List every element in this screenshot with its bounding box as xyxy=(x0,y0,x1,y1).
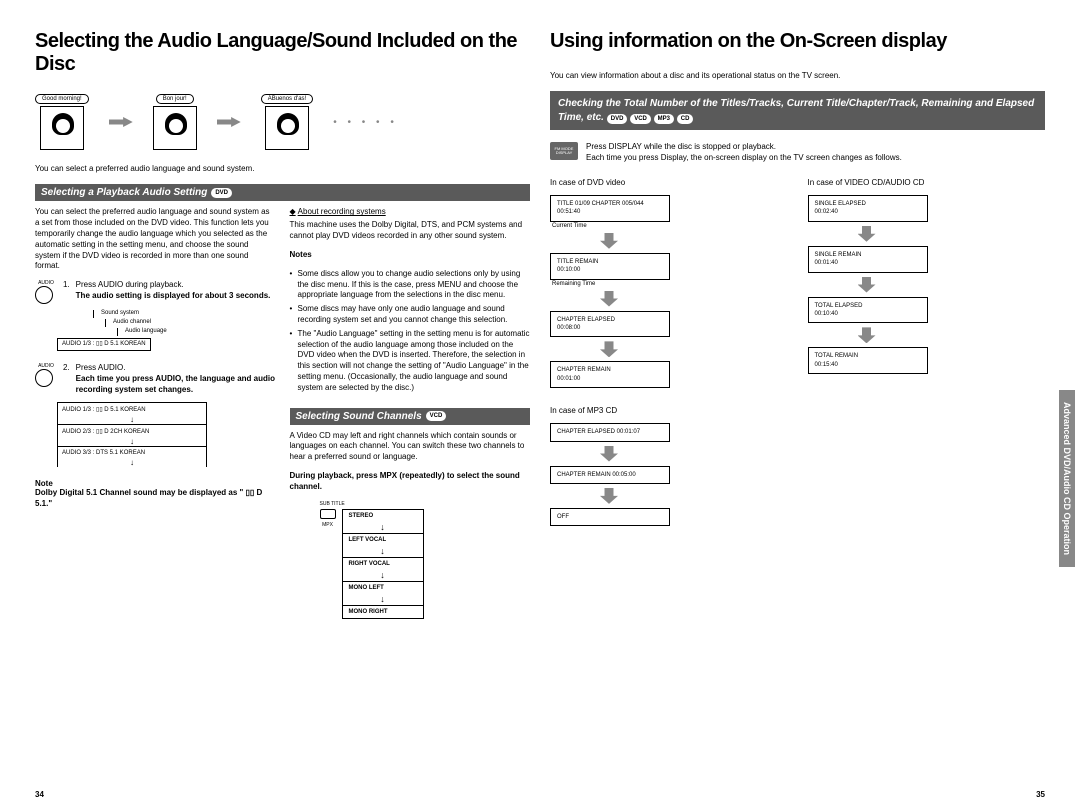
mp3-pill-icon: MP3 xyxy=(654,114,674,124)
mp3-box-2: CHAPTER REMAIN 00:05:00 xyxy=(550,466,670,484)
mp3-box-1: CHAPTER ELAPSED 00:01:07 xyxy=(550,423,670,441)
caption-current-time: Current Time xyxy=(552,223,788,229)
ellipsis-dots: • • • • • xyxy=(333,117,398,128)
step2-bold: Each time you press AUDIO, the language … xyxy=(76,374,275,394)
vcd-pill-icon: VCD xyxy=(426,411,447,421)
down-arrow-icon xyxy=(858,327,876,343)
dvd-box-4: CHAPTER REMAIN00:01:00 xyxy=(550,361,670,388)
speech-illustration: Good morning! Bon jour! ÁBuenos d'as! • … xyxy=(35,94,530,150)
subtitle-label: SUB TITLE xyxy=(320,501,531,507)
step2-text: Press AUDIO. xyxy=(76,363,126,372)
down-arrow-icon xyxy=(600,488,618,504)
dvd-box-3: CHAPTER ELAPSED00:08:00 xyxy=(550,311,670,338)
down-arrow-icon xyxy=(600,446,618,462)
note-bullet-2: Some discs may have only one audio langu… xyxy=(290,304,531,326)
press-line-2: Each time you press Display, the on-scre… xyxy=(586,153,902,164)
right-intro: You can view information about a disc an… xyxy=(550,71,1045,81)
arrow-icon xyxy=(217,117,241,127)
mpx-left-vocal: LEFT VOCAL xyxy=(343,533,423,546)
vcd-pill-icon: VCD xyxy=(630,114,651,124)
mp3-case-title: In case of MP3 CD xyxy=(550,406,788,415)
notes-heading: Notes xyxy=(290,250,312,259)
note-heading: Note xyxy=(35,479,276,488)
side-tab: Advanced DVD/Audio CD Operation xyxy=(1059,390,1075,567)
audio-option-1: AUDIO 1/3 : ▯▯ D 5.1 KOREAN xyxy=(58,402,206,416)
vcd-box-4: TOTAL REMAIN00:15:40 xyxy=(808,347,928,374)
down-arrow-icon xyxy=(858,277,876,293)
caption-remaining-time: Remaining Time xyxy=(552,281,788,287)
vcd-box-3: TOTAL ELAPSED00:10:40 xyxy=(808,297,928,324)
dvd-case-title: In case of DVD video xyxy=(550,178,788,187)
step1-text: Press AUDIO during playback. xyxy=(76,280,184,289)
note-body: Dolby Digital 5.1 Channel sound may be d… xyxy=(35,488,276,510)
mpx-mono-right: MONO RIGHT xyxy=(343,605,423,619)
note-bullet-3: The "Audio Language" setting in the sett… xyxy=(290,329,531,394)
down-arrow-icon xyxy=(600,291,618,307)
down-arrow-icon xyxy=(600,341,618,357)
intro-text: You can select a preferred audio languag… xyxy=(35,164,530,174)
callout-sound-system: Sound system xyxy=(101,310,139,316)
step1-bold: The audio setting is displayed for about… xyxy=(76,291,271,300)
mpx-right-vocal: RIGHT VOCAL xyxy=(343,557,423,570)
sound-ch-p1: A Video CD may left and right channels w… xyxy=(290,431,531,463)
audio-option-2: AUDIO 2/3 : ▯▯ D 2CH KOREAN xyxy=(58,424,206,438)
vcd-box-2: SINGLE REMAIN00:01:40 xyxy=(808,246,928,273)
cd-pill-icon: CD xyxy=(677,114,694,124)
section-playback-audio: Selecting a Playback Audio Setting DVD xyxy=(35,184,530,201)
down-arrow-icon xyxy=(858,226,876,242)
section-checking: Checking the Total Number of the Titles/… xyxy=(550,91,1045,130)
section1-para: You can select the preferred audio langu… xyxy=(35,207,276,272)
page-number-left: 34 xyxy=(35,790,44,799)
mpx-button-icon xyxy=(320,509,336,519)
audio-button-icon xyxy=(35,369,53,387)
bubble-3: ÁBuenos d'as! xyxy=(261,94,314,104)
callout-audio-channel: Audio channel xyxy=(113,319,151,325)
callout-audio-language: Audio language xyxy=(125,328,167,334)
mpx-mono-left: MONO LEFT xyxy=(343,581,423,594)
dvd-box-1: TITLE 01/09 CHAPTER 005/04400:51:40 xyxy=(550,195,670,222)
audio-display-box: AUDIO 1/3 : ▯▯ D 5.1 KOREAN xyxy=(57,338,151,352)
dvd-pill-icon: DVD xyxy=(607,114,628,124)
sound-ch-p2: During playback, press MPX (repeatedly) … xyxy=(290,471,520,491)
note-bullet-1: Some discs allow you to change audio sel… xyxy=(290,269,531,301)
dvd-pill-icon: DVD xyxy=(211,188,232,198)
page-number-right: 35 xyxy=(1036,790,1045,799)
section-sound-channels: Selecting Sound Channels VCD xyxy=(290,408,531,425)
about-heading: About recording systems xyxy=(298,207,386,216)
press-line-1: Press DISPLAY while the disc is stopped … xyxy=(586,142,902,153)
audio-button-icon xyxy=(35,286,53,304)
audio-option-3: AUDIO 3/3 : DTS 5.1 KOREAN xyxy=(58,446,206,459)
page-title-right: Using information on the On-Screen displ… xyxy=(550,30,1045,53)
vcd-box-1: SINGLE ELAPSED00:02:40 xyxy=(808,195,928,222)
down-arrow-icon xyxy=(600,233,618,249)
arrow-icon xyxy=(109,117,133,127)
page-title-left: Selecting the Audio Language/Sound Inclu… xyxy=(35,30,530,76)
bubble-1: Good morning! xyxy=(35,94,89,104)
dvd-box-2: TITLE REMAIN00:10:00 xyxy=(550,253,670,280)
mp3-box-3: OFF xyxy=(550,508,670,526)
mpx-stereo: STEREO xyxy=(343,509,423,522)
display-button-icon: FM MODEDISPLAY xyxy=(550,142,578,160)
about-para: This machine uses the Dolby Digital, DTS… xyxy=(290,220,531,242)
vcd-case-title: In case of VIDEO CD/AUDIO CD xyxy=(808,178,1046,187)
bubble-2: Bon jour! xyxy=(156,94,194,104)
